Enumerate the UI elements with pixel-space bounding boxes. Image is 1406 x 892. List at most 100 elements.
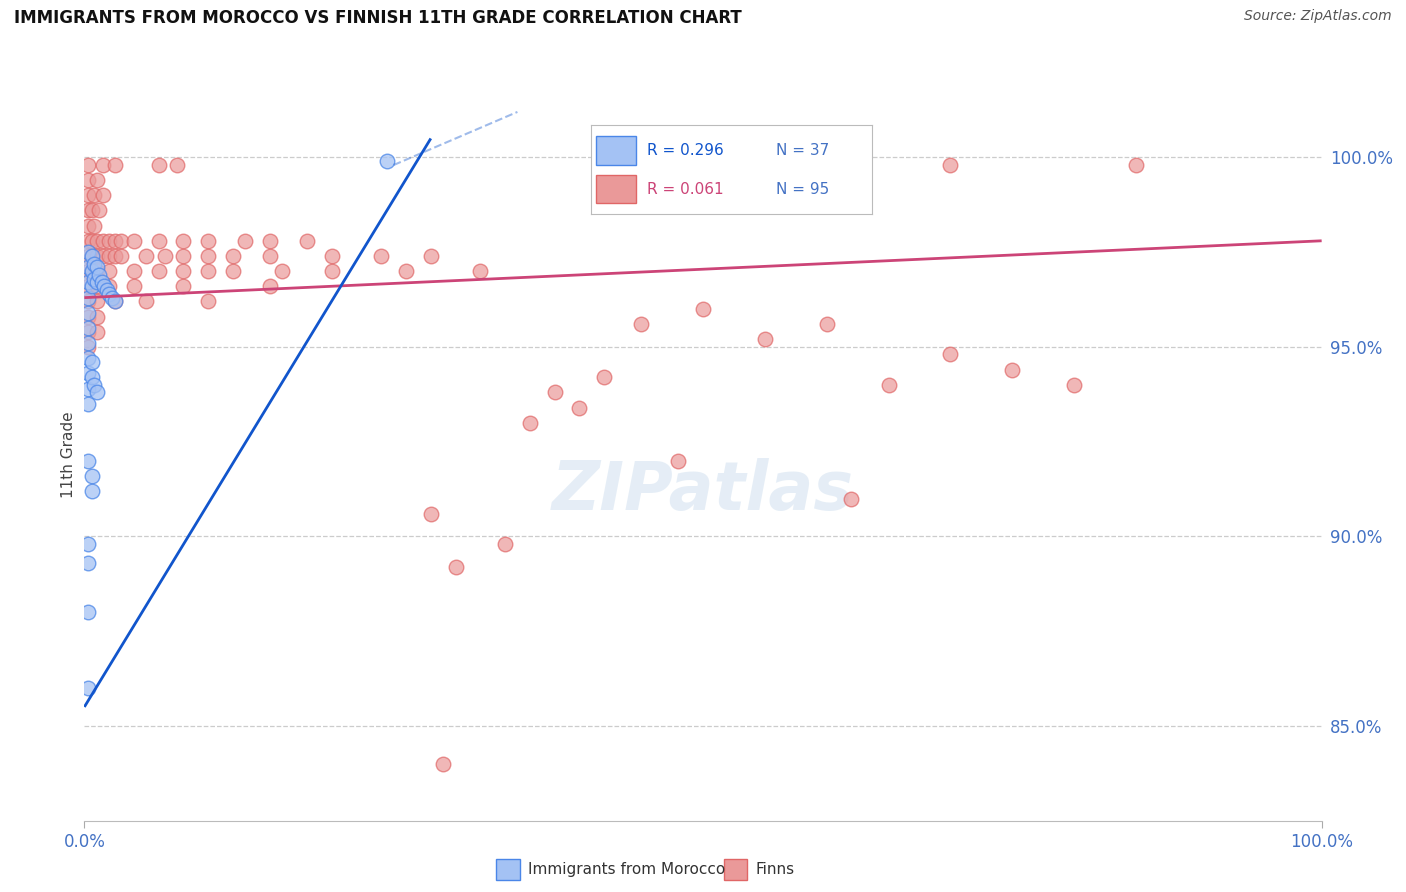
Point (77, 276, 100, 290)
Point (135, 249, 157, 263)
Point (77, 367, 100, 381)
Point (77, 264, 100, 278)
Point (83, 256, 105, 270)
FancyBboxPatch shape (596, 136, 636, 165)
Point (89, 268, 111, 282)
Point (77, 260, 100, 275)
Point (77, 556, 100, 570)
Point (77, 306, 100, 320)
Point (172, 234, 194, 248)
Point (172, 249, 194, 263)
Point (172, 264, 194, 278)
Point (377, 154, 399, 169)
Point (91, 188, 114, 202)
Point (77, 291, 100, 305)
Point (104, 158, 127, 172)
Point (80, 203, 103, 218)
Point (815, 317, 838, 331)
Point (172, 279, 194, 293)
Point (395, 264, 418, 278)
Point (77, 325, 100, 339)
Point (77, 279, 100, 293)
Point (568, 401, 591, 415)
Point (80, 355, 103, 369)
Point (148, 264, 170, 278)
Point (80, 249, 103, 263)
Point (80, 264, 103, 278)
Point (104, 234, 127, 248)
Point (153, 249, 176, 263)
Point (122, 279, 145, 293)
Point (939, 347, 962, 361)
Point (89, 203, 111, 218)
Point (666, 453, 689, 467)
Point (86, 234, 108, 248)
Text: N = 95: N = 95 (776, 182, 830, 196)
Point (148, 158, 170, 172)
Text: R = 0.061: R = 0.061 (647, 182, 723, 196)
Point (77, 681, 100, 695)
Point (754, 158, 776, 172)
Point (630, 317, 652, 331)
FancyBboxPatch shape (596, 175, 636, 203)
Point (77, 453, 100, 467)
Point (98, 264, 121, 278)
Point (98, 234, 121, 248)
Point (91, 249, 114, 263)
Point (197, 294, 219, 309)
Point (77, 397, 100, 411)
Point (86, 310, 108, 324)
Text: Immigrants from Morocco: Immigrants from Morocco (529, 863, 725, 877)
Point (110, 249, 132, 263)
Text: N = 37: N = 37 (776, 144, 830, 158)
Point (77, 203, 100, 218)
Point (77, 188, 100, 202)
Point (432, 756, 454, 771)
Point (77, 294, 100, 309)
Point (470, 264, 492, 278)
Point (77, 605, 100, 619)
Point (110, 234, 132, 248)
Point (692, 301, 714, 316)
Point (104, 249, 127, 263)
Point (80, 483, 103, 498)
Point (90, 276, 112, 290)
Point (77, 249, 100, 263)
Point (271, 264, 294, 278)
Point (98, 279, 121, 293)
Point (86, 249, 108, 263)
Point (83, 271, 105, 285)
Point (77, 537, 100, 551)
Point (83, 377, 105, 392)
FancyBboxPatch shape (724, 859, 748, 880)
Point (77, 336, 100, 351)
Point (841, 491, 863, 506)
FancyBboxPatch shape (496, 859, 520, 880)
Point (86, 325, 108, 339)
Point (86, 385, 108, 400)
Point (197, 264, 219, 278)
Point (197, 249, 219, 263)
Point (122, 264, 145, 278)
Point (321, 249, 343, 263)
Point (444, 559, 467, 574)
Point (494, 537, 516, 551)
Point (86, 294, 108, 309)
Point (1125, 158, 1147, 172)
Point (370, 249, 392, 263)
Point (80, 279, 103, 293)
Point (93, 279, 115, 293)
Text: R = 0.296: R = 0.296 (647, 144, 724, 158)
Point (91, 158, 114, 172)
Point (96, 283, 118, 297)
Point (259, 279, 281, 293)
Point (295, 234, 318, 248)
Point (321, 264, 343, 278)
Point (259, 249, 281, 263)
Point (135, 294, 157, 309)
Point (939, 158, 962, 172)
Point (83, 188, 105, 202)
Point (1063, 377, 1085, 392)
Point (98, 249, 121, 263)
Point (77, 310, 100, 324)
